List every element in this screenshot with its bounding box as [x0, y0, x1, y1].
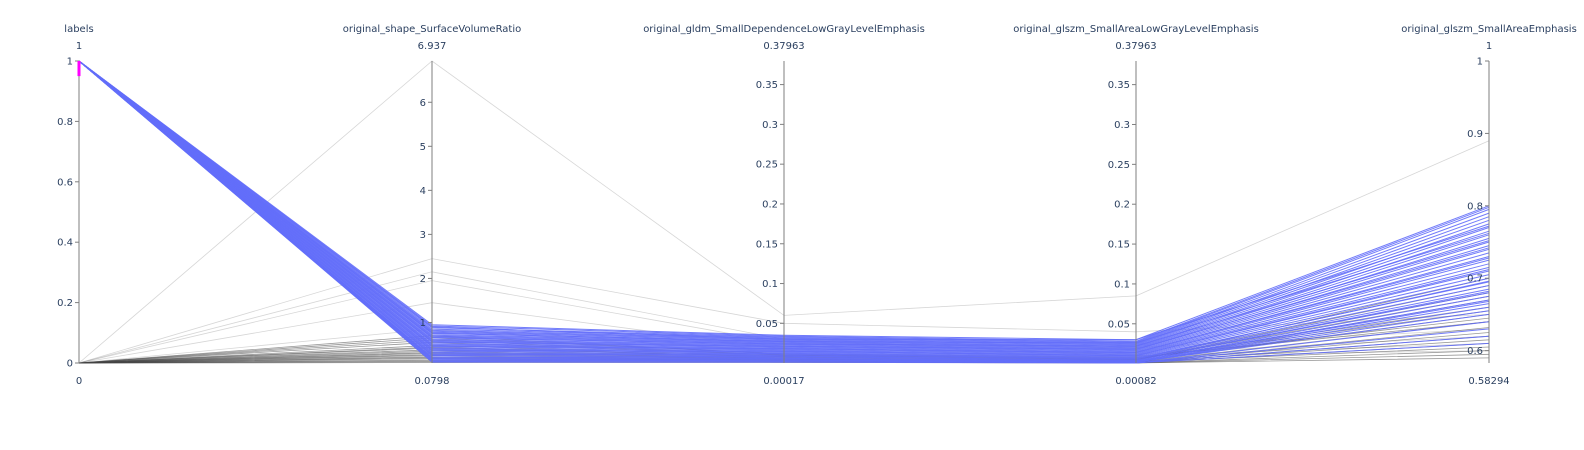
tick-label: 3 — [420, 230, 426, 241]
axis-max-label: 0.37963 — [1115, 41, 1156, 52]
tick-label: 2 — [420, 274, 426, 285]
tick-label: 1 — [67, 57, 73, 68]
axis-title: original_shape_SurfaceVolumeRatio — [343, 24, 522, 35]
axis-title: labels — [64, 24, 93, 35]
axis-min-label: 0.58294 — [1468, 376, 1509, 387]
tick-label: 0.6 — [57, 177, 73, 188]
tick-label: 0.8 — [57, 117, 73, 128]
tick-label: 0.4 — [57, 238, 73, 249]
axis-title: original_gldm_SmallDependenceLowGrayLeve… — [643, 24, 925, 35]
tick-label: 0.2 — [1114, 200, 1130, 211]
constraint-brush[interactable] — [77, 61, 81, 77]
axis-max-label: 6.937 — [418, 41, 447, 52]
axis-min-label: 0.00082 — [1115, 376, 1156, 387]
tick-label: 0.35 — [756, 80, 778, 91]
tick-label: 0.1 — [762, 279, 778, 290]
tick-label: 0.3 — [1114, 120, 1130, 131]
axis-4[interactable]: original_glszm_SmallAreaEmphasis 1 0.58294… — [1401, 24, 1577, 387]
axis-3[interactable]: original_glszm_SmallAreaLowGrayLevelEmph… — [1013, 24, 1259, 387]
tick-label: 0.2 — [762, 199, 778, 210]
axis-max-label: 0.37963 — [763, 41, 804, 52]
axis-title: original_glszm_SmallAreaEmphasis — [1401, 24, 1577, 35]
tick-label: 0.35 — [1108, 80, 1130, 91]
axis-1[interactable]: original_shape_SurfaceVolumeRatio 6.937 0.… — [343, 24, 522, 387]
tick-label: 0.1 — [1114, 279, 1130, 290]
tick-label: 0.6 — [1467, 346, 1483, 357]
tick-label: 5 — [420, 142, 426, 153]
axis-max-label: 1 — [1486, 41, 1492, 52]
axis-min-label: 0.00017 — [763, 376, 804, 387]
tick-label: 1 — [420, 318, 426, 329]
axis-title: original_glszm_SmallAreaLowGrayLevelEmph… — [1013, 24, 1259, 35]
tick-label: 0.15 — [1108, 240, 1130, 251]
tick-label: 4 — [420, 186, 426, 197]
tick-label: 0 — [67, 359, 73, 370]
tick-label: 0.8 — [1467, 201, 1483, 212]
tick-label: 0.2 — [57, 298, 73, 309]
tick-label: 0.25 — [756, 160, 778, 171]
axis-max-label: 1 — [76, 41, 82, 52]
tick-label: 0.3 — [762, 120, 778, 131]
axes: labels1000.20.40.60.81original_shape_Sur… — [57, 24, 1577, 387]
tick-label: 0.25 — [1108, 160, 1130, 171]
axis-0[interactable]: labels 1 00 0.2 0.4 0.6 0.8 1 — [57, 24, 94, 387]
tick-label: 1 — [1477, 57, 1483, 68]
tick-label: 0.7 — [1467, 274, 1483, 285]
tick-label: 0.15 — [756, 239, 778, 250]
tick-label: 6 — [420, 98, 426, 109]
tick-label: 0.05 — [1108, 319, 1130, 330]
tick-label: 0.05 — [756, 319, 778, 330]
axis-min-label: 0 — [76, 376, 82, 387]
axis-2[interactable]: original_gldm_SmallDependenceLowGrayLeve… — [643, 24, 925, 387]
tick-label: 0.9 — [1467, 129, 1483, 140]
axis-min-label: 0.0798 — [415, 376, 450, 387]
